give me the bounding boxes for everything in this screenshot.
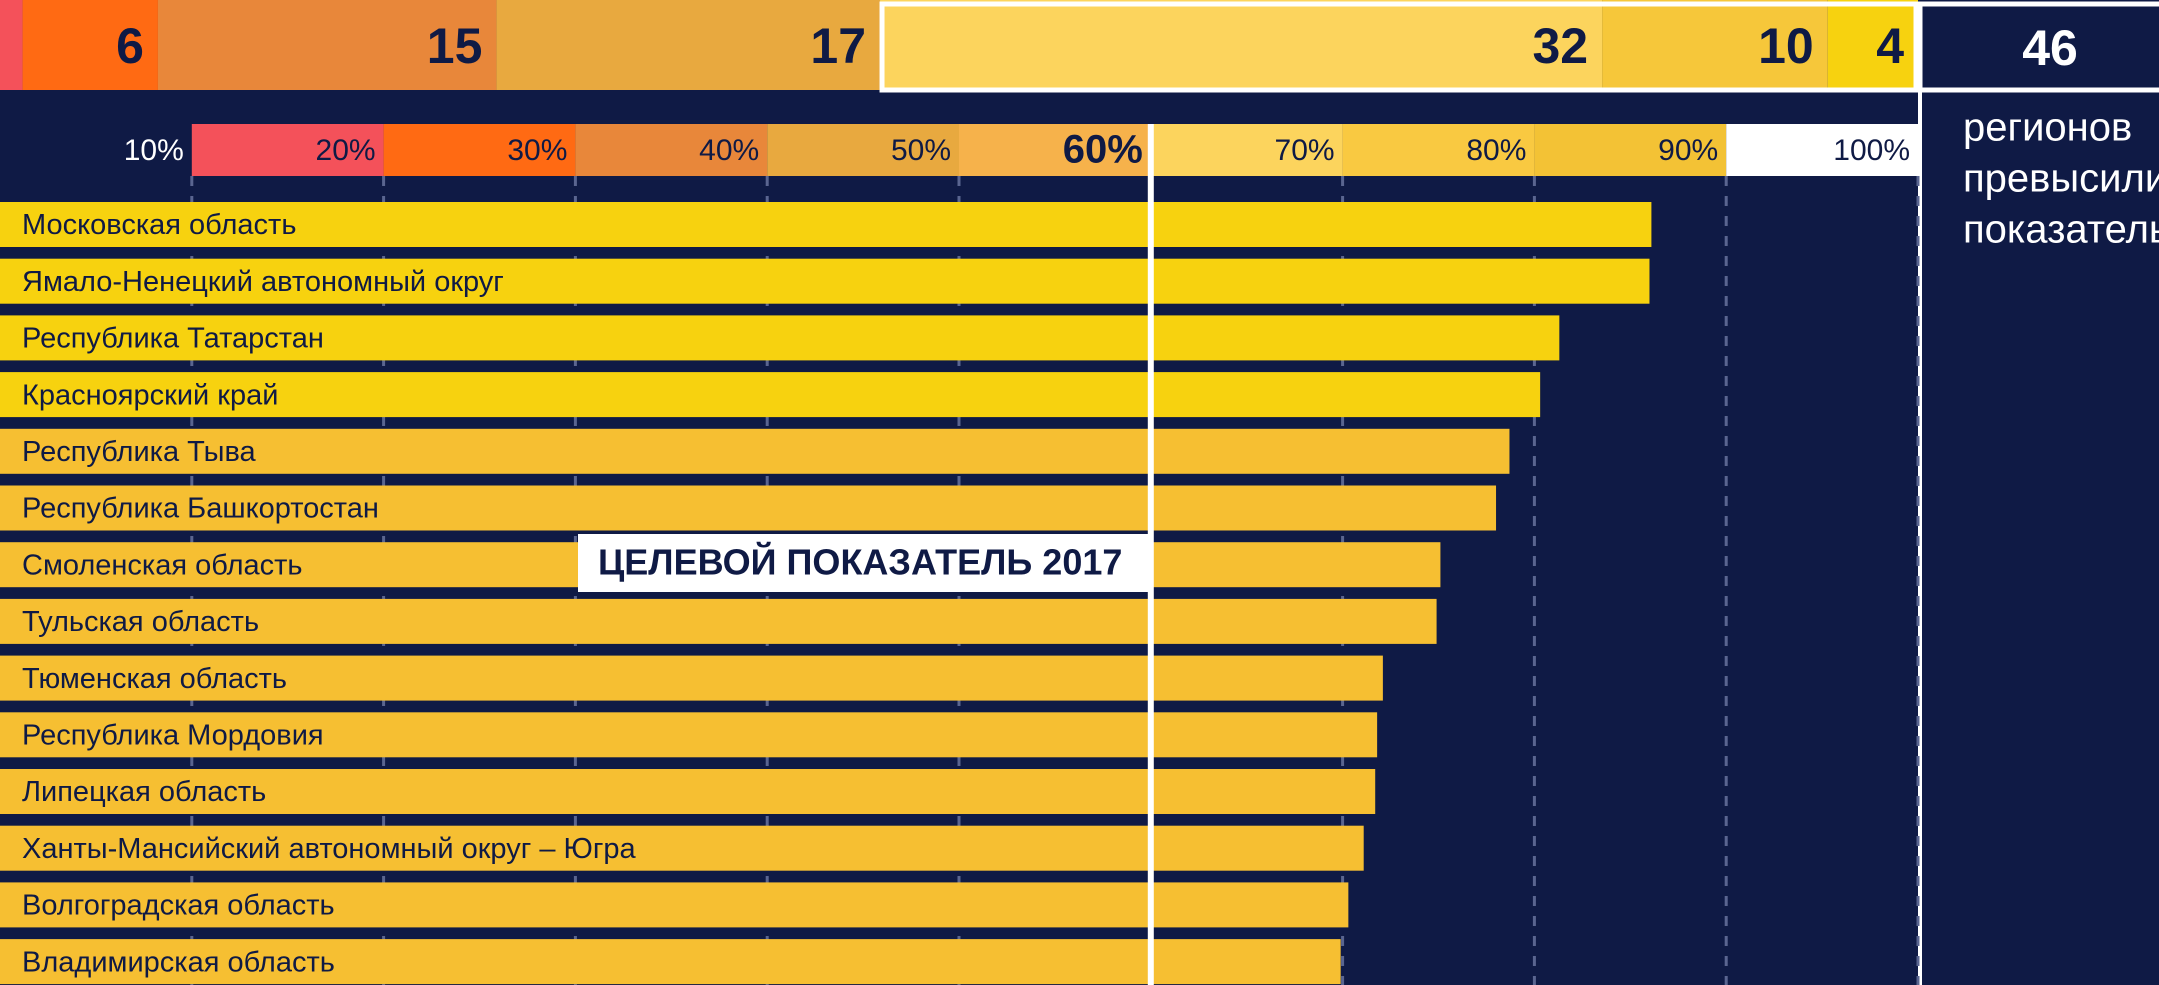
- bar-label: Тюменская область: [22, 663, 287, 695]
- bar: [0, 258, 1650, 304]
- bar-label: Ханты-Мансийский автономный округ – Югра: [22, 833, 637, 865]
- bar: [0, 315, 1560, 361]
- highlight-box: [879, 1, 1919, 93]
- scale-band: [1342, 124, 1535, 176]
- count-label: 15: [427, 18, 483, 74]
- bar: [0, 939, 1341, 985]
- bar-label: Московская область: [22, 209, 296, 241]
- bar: [0, 712, 1378, 758]
- target-label: ЦЕЛЕВОЙ ПОКАЗАТЕЛЬ 2017: [598, 541, 1122, 583]
- count-segment: [22, 0, 158, 90]
- count-segment: [1602, 0, 1828, 90]
- count-segment: [496, 0, 881, 90]
- x-tick-label: 10%: [124, 134, 184, 167]
- total-value: 46: [2022, 20, 2078, 76]
- bar-label: Владимирская область: [22, 946, 335, 978]
- bar: [0, 202, 1652, 247]
- count-segment: [0, 0, 23, 90]
- x-tick-label: 40%: [699, 134, 759, 167]
- x-tick-label: 30%: [507, 134, 567, 167]
- x-tick-label: 20%: [316, 134, 376, 167]
- bar-label: Республика Тыва: [22, 436, 257, 468]
- bar-label: Республика Башкортостан: [22, 493, 379, 525]
- bar: [0, 825, 1364, 871]
- count-label: 32: [1532, 18, 1588, 74]
- count-label: 6: [116, 18, 144, 74]
- bar-label: Красноярский край: [22, 379, 278, 411]
- count-segment: [1827, 0, 1918, 90]
- count-label: 17: [810, 18, 866, 74]
- count-label: 10: [1758, 18, 1814, 74]
- scale-band: [959, 124, 1151, 176]
- bar-label: Смоленская область: [22, 549, 303, 581]
- bar: [0, 485, 1497, 531]
- scale-band: [575, 124, 768, 176]
- bar: [0, 598, 1437, 644]
- bar: [0, 372, 1541, 418]
- count-label: 4: [1876, 18, 1904, 74]
- x-tick-label: 100%: [1833, 134, 1910, 167]
- x-tick-label: 80%: [1466, 134, 1526, 167]
- x-tick-label: 60%: [1063, 128, 1143, 172]
- scale-band: [1726, 124, 1918, 176]
- scale-band: [191, 124, 384, 176]
- scale-band: [383, 124, 576, 176]
- x-tick-label: 90%: [1658, 134, 1718, 167]
- total-caption: показатель: [1963, 208, 2159, 252]
- total-caption: превысили: [1963, 157, 2159, 201]
- bar-label: Республика Мордовия: [22, 719, 324, 751]
- count-segment: [880, 0, 1603, 90]
- bar-label: Республика Татарстан: [22, 323, 324, 355]
- scale-band: [0, 124, 192, 176]
- bar-label: Липецкая область: [22, 776, 266, 808]
- count-segment: [157, 0, 497, 90]
- bar-label: Тульская область: [22, 606, 259, 638]
- bar-label: Волгоградская область: [22, 890, 335, 922]
- total-caption: регионов: [1963, 106, 2132, 150]
- bar: [0, 769, 1376, 814]
- total-box: [1917, 1, 2159, 93]
- bar-label: Ямало-Ненецкий автономный округ: [22, 266, 504, 298]
- x-tick-label: 70%: [1275, 134, 1335, 167]
- x-tick-label: 50%: [891, 134, 951, 167]
- bar: [0, 428, 1510, 474]
- scale-band: [1150, 124, 1343, 176]
- scale-band: [767, 124, 959, 176]
- bar: [0, 882, 1349, 928]
- scale-band: [1534, 124, 1727, 176]
- target-label-box: [578, 534, 1151, 592]
